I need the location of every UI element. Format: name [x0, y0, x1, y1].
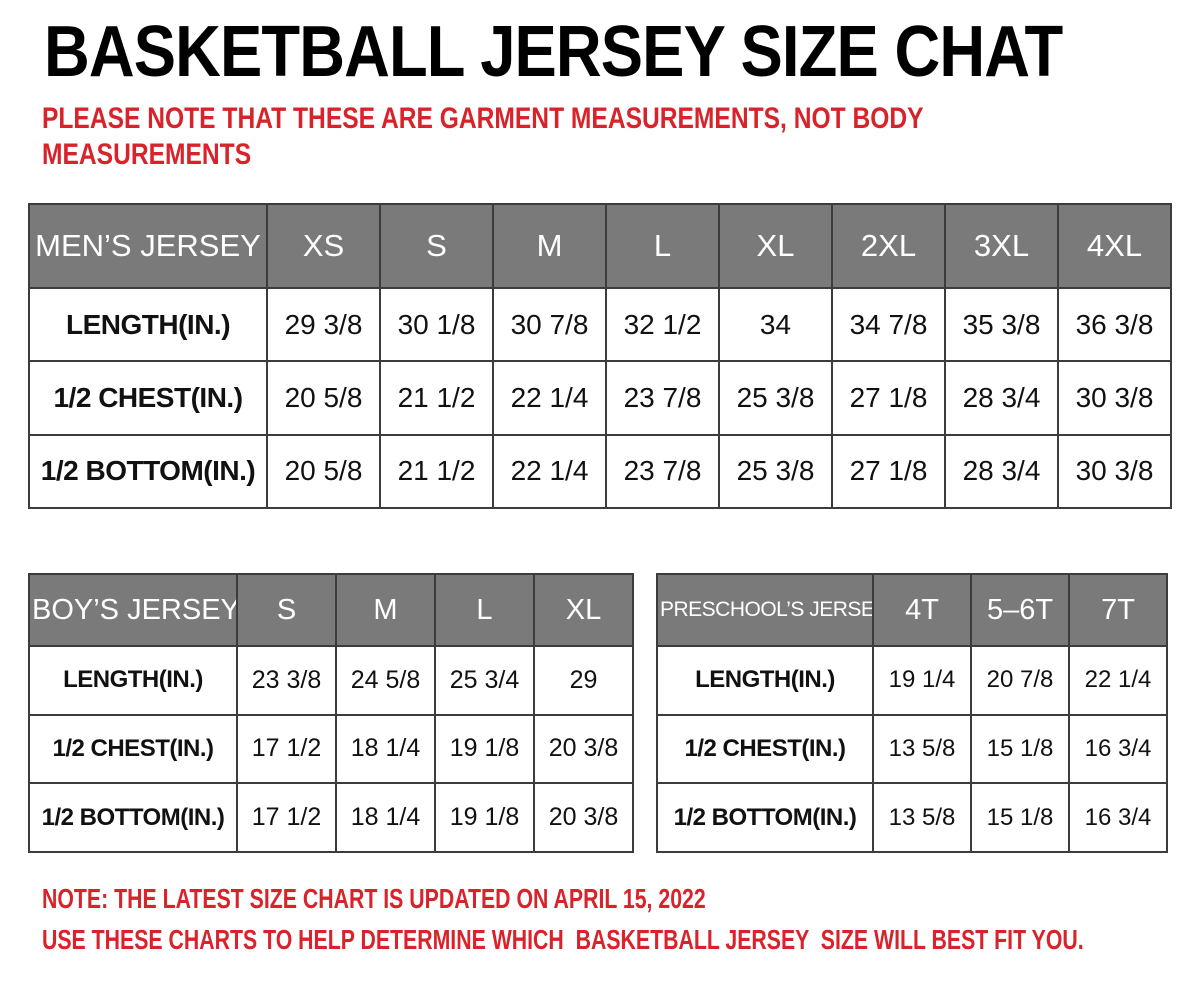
value-cell: 36 3/8	[1057, 286, 1172, 363]
garment-measurement-note-line1: PLEASE NOTE THAT THESE ARE GARMENT MEASU…	[42, 102, 924, 135]
garment-measurement-note-line2: MEASUREMENTS	[42, 138, 252, 171]
page-title: BASKETBALL JERSEY SIZE CHAT	[44, 12, 1063, 92]
value-cell: 30 3/8	[1057, 360, 1172, 436]
value-cell: 32 1/2	[605, 286, 720, 363]
value-cell: 20 5/8	[266, 360, 381, 436]
row-label-cell: LENGTH(IN.)	[28, 286, 268, 363]
value-cell: 16 3/4	[1068, 713, 1168, 785]
value-cell: 29	[533, 645, 634, 716]
row-label-cell: 1/2 BOTTOM(IN.)	[28, 782, 238, 853]
size-header-cell: 2XL	[831, 203, 946, 289]
update-date-note: NOTE: THE LATEST SIZE CHART IS UPDATED O…	[42, 883, 706, 914]
value-cell: 21 1/2	[379, 433, 494, 510]
size-header-cell: L	[605, 203, 720, 289]
size-header-cell: L	[434, 573, 535, 647]
value-cell: 23 7/8	[605, 360, 720, 436]
value-cell: 18 1/4	[335, 782, 436, 853]
table-row: LENGTH(IN.) 23 3/8 24 5/8 25 3/4 29	[28, 645, 634, 716]
preschool-corner-cell: PRESCHOOL’S JERSEY	[656, 573, 874, 647]
value-cell: 20 7/8	[970, 645, 1070, 716]
table-header-row: MEN’S JERSEY XS S M L XL 2XL 3XL 4XL	[28, 203, 1172, 289]
table-row: 1/2 BOTTOM(IN.) 17 1/2 18 1/4 19 1/8 20 …	[28, 782, 634, 853]
value-cell: 16 3/4	[1068, 782, 1168, 853]
value-cell: 27 1/8	[831, 433, 946, 510]
value-cell: 17 1/2	[236, 782, 337, 853]
value-cell: 24 5/8	[335, 645, 436, 716]
size-header-cell: XL	[533, 573, 634, 647]
value-cell: 17 1/2	[236, 713, 337, 785]
table-row: 1/2 BOTTOM(IN.) 20 5/8 21 1/2 22 1/4 23 …	[28, 433, 1172, 510]
size-header-cell: M	[492, 203, 607, 289]
value-cell: 29 3/8	[266, 286, 381, 363]
value-cell: 22 1/4	[1068, 645, 1168, 716]
value-cell: 22 1/4	[492, 433, 607, 510]
row-label-cell: 1/2 CHEST(IN.)	[28, 713, 238, 785]
mens-corner-cell: MEN’S JERSEY	[28, 203, 268, 289]
value-cell: 20 5/8	[266, 433, 381, 510]
preschool-jersey-size-table: PRESCHOOL’S JERSEY 4T 5–6T 7T LENGTH(IN.…	[656, 573, 1168, 853]
row-label-cell: LENGTH(IN.)	[656, 645, 874, 716]
size-header-cell: M	[335, 573, 436, 647]
table-row: 1/2 CHEST(IN.) 13 5/8 15 1/8 16 3/4	[656, 713, 1168, 785]
value-cell: 34	[718, 286, 833, 363]
value-cell: 35 3/8	[944, 286, 1059, 363]
value-cell: 20 3/8	[533, 782, 634, 853]
value-cell: 21 1/2	[379, 360, 494, 436]
value-cell: 25 3/8	[718, 433, 833, 510]
size-header-cell: S	[379, 203, 494, 289]
size-header-cell: 4T	[872, 573, 972, 647]
value-cell: 30 7/8	[492, 286, 607, 363]
table-row: 1/2 BOTTOM(IN.) 13 5/8 15 1/8 16 3/4	[656, 782, 1168, 853]
value-cell: 23 3/8	[236, 645, 337, 716]
table-row: 1/2 CHEST(IN.) 20 5/8 21 1/2 22 1/4 23 7…	[28, 360, 1172, 436]
value-cell: 20 3/8	[533, 713, 634, 785]
boys-corner-cell: BOY’S JERSEY	[28, 573, 238, 647]
fit-guidance-note: USE THESE CHARTS TO HELP DETERMINE WHICH…	[42, 924, 1084, 955]
table-row: LENGTH(IN.) 19 1/4 20 7/8 22 1/4	[656, 645, 1168, 716]
table-row: LENGTH(IN.) 29 3/8 30 1/8 30 7/8 32 1/2 …	[28, 286, 1172, 363]
value-cell: 28 3/4	[944, 360, 1059, 436]
value-cell: 15 1/8	[970, 782, 1070, 853]
value-cell: 15 1/8	[970, 713, 1070, 785]
garment-measurement-note: PLEASE NOTE THAT THESE ARE GARMENT MEASU…	[42, 101, 924, 173]
row-label-cell: 1/2 CHEST(IN.)	[656, 713, 874, 785]
value-cell: 23 7/8	[605, 433, 720, 510]
value-cell: 19 1/8	[434, 713, 535, 785]
value-cell: 30 3/8	[1057, 433, 1172, 510]
row-label-cell: 1/2 CHEST(IN.)	[28, 360, 268, 436]
row-label-cell: 1/2 BOTTOM(IN.)	[28, 433, 268, 510]
table-row: 1/2 CHEST(IN.) 17 1/2 18 1/4 19 1/8 20 3…	[28, 713, 634, 785]
value-cell: 19 1/4	[872, 645, 972, 716]
size-header-cell: S	[236, 573, 337, 647]
value-cell: 28 3/4	[944, 433, 1059, 510]
size-header-cell: 7T	[1068, 573, 1168, 647]
value-cell: 22 1/4	[492, 360, 607, 436]
value-cell: 34 7/8	[831, 286, 946, 363]
value-cell: 18 1/4	[335, 713, 436, 785]
value-cell: 19 1/8	[434, 782, 535, 853]
size-header-cell: 3XL	[944, 203, 1059, 289]
value-cell: 13 5/8	[872, 713, 972, 785]
value-cell: 13 5/8	[872, 782, 972, 853]
size-header-cell: 4XL	[1057, 203, 1172, 289]
value-cell: 25 3/8	[718, 360, 833, 436]
table-header-row: PRESCHOOL’S JERSEY 4T 5–6T 7T	[656, 573, 1168, 647]
boys-jersey-size-table: BOY’S JERSEY S M L XL LENGTH(IN.) 23 3/8…	[28, 573, 634, 853]
row-label-cell: LENGTH(IN.)	[28, 645, 238, 716]
value-cell: 27 1/8	[831, 360, 946, 436]
table-header-row: BOY’S JERSEY S M L XL	[28, 573, 634, 647]
size-header-cell: XS	[266, 203, 381, 289]
value-cell: 25 3/4	[434, 645, 535, 716]
value-cell: 30 1/8	[379, 286, 494, 363]
row-label-cell: 1/2 BOTTOM(IN.)	[656, 782, 874, 853]
mens-jersey-size-table: MEN’S JERSEY XS S M L XL 2XL 3XL 4XL LEN…	[28, 203, 1172, 510]
size-header-cell: XL	[718, 203, 833, 289]
size-header-cell: 5–6T	[970, 573, 1070, 647]
